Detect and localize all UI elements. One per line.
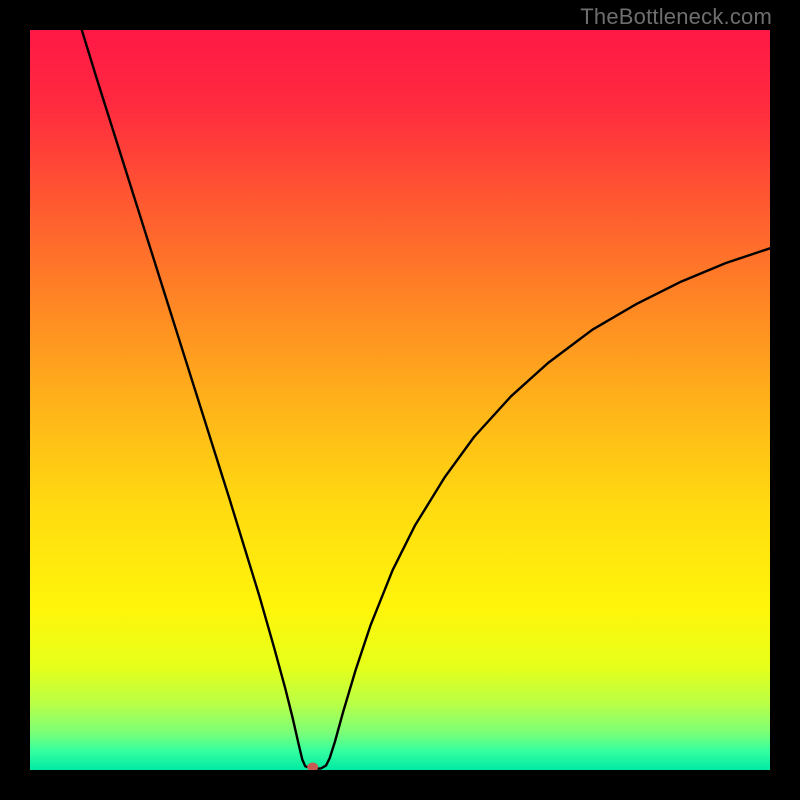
watermark-text: TheBottleneck.com	[580, 4, 772, 30]
bottleneck-chart	[30, 30, 770, 770]
chart-background	[30, 30, 770, 770]
chart-container	[30, 30, 770, 770]
